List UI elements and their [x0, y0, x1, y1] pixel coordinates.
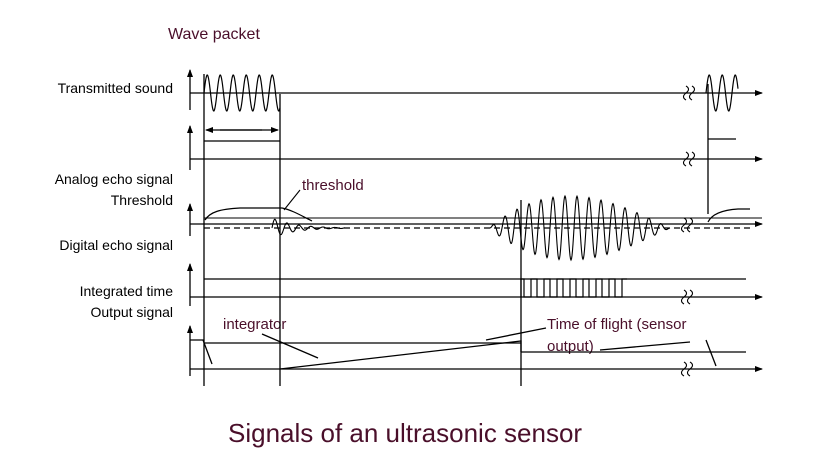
break-symbol-5 [680, 361, 694, 377]
diagram-title: Signals of an ultrasonic sensor [228, 418, 583, 448]
threshold-pointer [283, 189, 301, 211]
annotation-tof-line2: output) [547, 338, 594, 355]
break-symbol-1 [682, 85, 696, 101]
integrator-pointer [261, 333, 319, 359]
output-late-drop [705, 339, 717, 367]
tof-pointer [485, 327, 547, 341]
label-integrated-time: Integrated time [79, 283, 173, 299]
integrator-ramp [279, 340, 522, 370]
annotation-threshold: threshold [302, 177, 364, 194]
transmitted-burst-2 [705, 74, 739, 112]
label-digital-echo-signal: Digital echo signal [59, 237, 173, 253]
break-symbol-3 [680, 217, 694, 233]
output-tof-ramp [599, 341, 691, 351]
annotation-integrator: integrator [223, 316, 287, 333]
digital-pulse-train [520, 278, 627, 298]
break-symbol-4 [680, 289, 694, 305]
label-output-signal: Output signal [90, 304, 174, 320]
wave-packet-label: Wave packet [168, 26, 260, 43]
annotation-tof-line1: Time of flight (sensor [547, 316, 687, 333]
transmitted-burst-1 [203, 74, 281, 112]
analog-rise-curve-2 [707, 208, 750, 223]
analog-ringdown [271, 218, 346, 236]
label-transmitted-sound: Transmitted sound [57, 80, 173, 96]
analog-rise-curve [204, 207, 313, 222]
break-symbol-2 [682, 151, 696, 167]
label-threshold: Threshold [110, 192, 173, 208]
analog-echo-burst [489, 194, 671, 262]
label-analog-echo-signal: Analog echo signal [54, 171, 173, 187]
output-initial-drop [190, 339, 213, 365]
